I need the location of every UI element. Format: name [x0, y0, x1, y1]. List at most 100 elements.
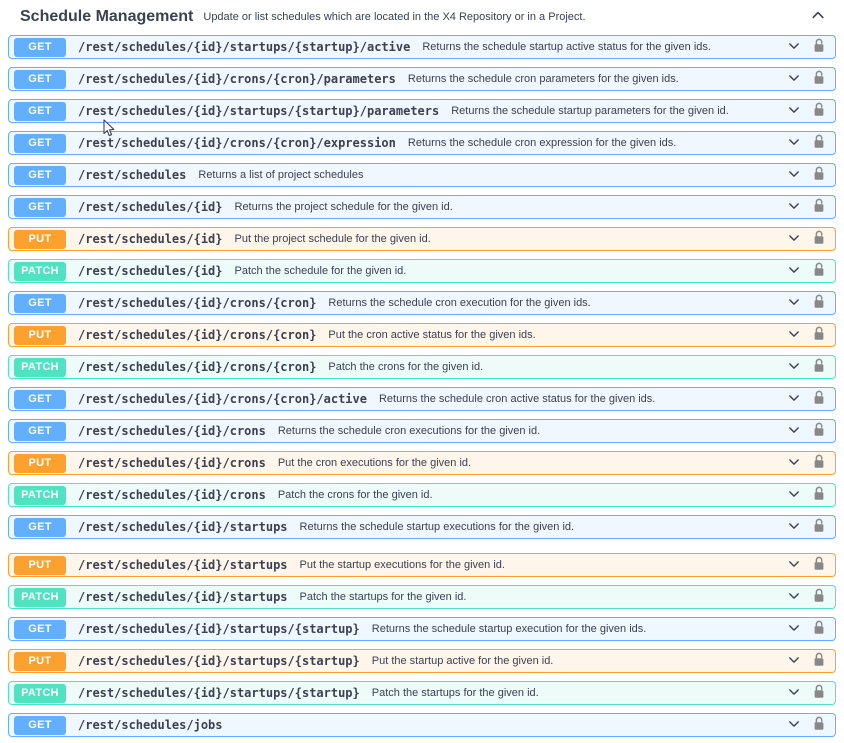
expand-operation-button[interactable]: [787, 231, 801, 248]
endpoint-description: Patch the crons for the given id.: [328, 361, 484, 373]
expand-operation-button[interactable]: [787, 589, 801, 606]
expand-operation-button[interactable]: [787, 653, 801, 670]
expand-operation-button[interactable]: [787, 295, 801, 312]
collapse-section-button[interactable]: [804, 5, 832, 28]
operation-row[interactable]: PATCH /rest/schedules/{id}/crons Patch t…: [8, 483, 836, 507]
expand-operation-button[interactable]: [787, 519, 801, 536]
method-badge: PATCH: [14, 683, 66, 703]
operation-row[interactable]: GET /rest/schedules/{id}/crons/{cron}/pa…: [8, 67, 836, 91]
method-badge: PATCH: [14, 485, 66, 505]
chevron-down-icon: [787, 71, 801, 88]
expand-operation-button[interactable]: [787, 135, 801, 152]
operation-row[interactable]: GET /rest/schedules/{id}/startups Return…: [8, 515, 836, 539]
chevron-up-icon: [810, 7, 826, 26]
auth-lock-button[interactable]: [813, 684, 825, 702]
section-header[interactable]: Schedule Management Update or list sched…: [0, 0, 844, 35]
section-description: Update or list schedules which are locat…: [203, 10, 586, 23]
auth-lock-button[interactable]: [813, 262, 825, 280]
expand-operation-button[interactable]: [787, 455, 801, 472]
unlocked-padlock-icon: [813, 716, 825, 734]
row-actions: [787, 454, 825, 472]
auth-lock-button[interactable]: [813, 294, 825, 312]
operation-row[interactable]: PUT /rest/schedules/{id}/crons Put the c…: [8, 451, 836, 475]
endpoint-description: Returns the schedule startup parameters …: [451, 105, 729, 117]
operation-row[interactable]: GET /rest/schedules/{id}/crons Returns t…: [8, 419, 836, 443]
chevron-down-icon: [787, 717, 801, 734]
row-actions: [787, 294, 825, 312]
auth-lock-button[interactable]: [813, 198, 825, 216]
operation-row[interactable]: GET /rest/schedules/{id}/startups/{start…: [8, 617, 836, 641]
auth-lock-button[interactable]: [813, 422, 825, 440]
operation-row[interactable]: PUT /rest/schedules/{id}/startups Put th…: [8, 553, 836, 577]
endpoint-path: /rest/schedules/{id}/startups: [78, 558, 288, 572]
operation-row[interactable]: GET /rest/schedules Returns a list of pr…: [8, 163, 836, 187]
expand-operation-button[interactable]: [787, 621, 801, 638]
chevron-down-icon: [787, 455, 801, 472]
endpoint-description: Put the cron active status for the given…: [328, 329, 536, 341]
operation-row[interactable]: PUT /rest/schedules/{id} Put the project…: [8, 227, 836, 251]
expand-operation-button[interactable]: [787, 199, 801, 216]
operation-row[interactable]: PUT /rest/schedules/{id}/startups/{start…: [8, 649, 836, 673]
auth-lock-button[interactable]: [813, 716, 825, 734]
endpoint-description: Put the startup executions for the given…: [299, 559, 505, 571]
auth-lock-button[interactable]: [813, 38, 825, 56]
expand-operation-button[interactable]: [787, 685, 801, 702]
expand-operation-button[interactable]: [787, 359, 801, 376]
unlocked-padlock-icon: [813, 230, 825, 248]
operation-row[interactable]: PUT /rest/schedules/{id}/crons/{cron} Pu…: [8, 323, 836, 347]
endpoint-path: /rest/schedules/{id}/startups/{startup}/…: [78, 40, 411, 54]
auth-lock-button[interactable]: [813, 620, 825, 638]
expand-operation-button[interactable]: [787, 487, 801, 504]
auth-lock-button[interactable]: [813, 358, 825, 376]
expand-operation-button[interactable]: [787, 71, 801, 88]
auth-lock-button[interactable]: [813, 486, 825, 504]
chevron-down-icon: [787, 359, 801, 376]
auth-lock-button[interactable]: [813, 556, 825, 574]
operation-row[interactable]: GET /rest/schedules/{id}/startups/{start…: [8, 35, 836, 59]
operation-row[interactable]: PATCH /rest/schedules/{id}/startups Patc…: [8, 585, 836, 609]
operation-row[interactable]: GET /rest/schedules/{id}/crons/{cron} Re…: [8, 291, 836, 315]
expand-operation-button[interactable]: [787, 263, 801, 280]
expand-operation-button[interactable]: [787, 717, 801, 734]
chevron-down-icon: [787, 231, 801, 248]
endpoint-path: /rest/schedules/{id}: [78, 264, 223, 278]
unlocked-padlock-icon: [813, 620, 825, 638]
row-actions: [787, 588, 825, 606]
endpoint-path: /rest/schedules/{id}/crons/{cron}/active: [78, 392, 367, 406]
operation-row[interactable]: PATCH /rest/schedules/{id}/startups/{sta…: [8, 681, 836, 705]
method-badge: PUT: [14, 229, 66, 249]
expand-operation-button[interactable]: [787, 39, 801, 56]
auth-lock-button[interactable]: [813, 390, 825, 408]
auth-lock-button[interactable]: [813, 134, 825, 152]
auth-lock-button[interactable]: [813, 326, 825, 344]
auth-lock-button[interactable]: [813, 652, 825, 670]
auth-lock-button[interactable]: [813, 518, 825, 536]
expand-operation-button[interactable]: [787, 103, 801, 120]
endpoint-description: Patch the schedule for the given id.: [234, 265, 407, 277]
auth-lock-button[interactable]: [813, 70, 825, 88]
operation-row[interactable]: PATCH /rest/schedules/{id}/crons/{cron} …: [8, 355, 836, 379]
expand-operation-button[interactable]: [787, 327, 801, 344]
auth-lock-button[interactable]: [813, 102, 825, 120]
expand-operation-button[interactable]: [787, 423, 801, 440]
operation-row[interactable]: GET /rest/schedules/{id} Returns the pro…: [8, 195, 836, 219]
operation-row[interactable]: GET /rest/schedules/{id}/crons/{cron}/ex…: [8, 131, 836, 155]
auth-lock-button[interactable]: [813, 588, 825, 606]
operation-row[interactable]: GET /rest/schedules/jobs: [8, 713, 836, 737]
operation-row[interactable]: PATCH /rest/schedules/{id} Patch the sch…: [8, 259, 836, 283]
method-badge: PUT: [14, 555, 66, 575]
endpoint-description: Returns the schedule startup execution f…: [371, 623, 647, 635]
endpoint-description: Put the project schedule for the given i…: [234, 233, 431, 245]
endpoint-path: /rest/schedules/{id}/crons/{cron}/parame…: [78, 72, 396, 86]
operation-row[interactable]: GET /rest/schedules/{id}/crons/{cron}/ac…: [8, 387, 836, 411]
auth-lock-button[interactable]: [813, 230, 825, 248]
expand-operation-button[interactable]: [787, 167, 801, 184]
row-actions: [787, 518, 825, 536]
auth-lock-button[interactable]: [813, 454, 825, 472]
operation-row[interactable]: GET /rest/schedules/{id}/startups/{start…: [8, 99, 836, 123]
expand-operation-button[interactable]: [787, 391, 801, 408]
method-badge: PATCH: [14, 261, 66, 281]
endpoint-path: /rest/schedules/{id}/startups: [78, 590, 288, 604]
auth-lock-button[interactable]: [813, 166, 825, 184]
expand-operation-button[interactable]: [787, 557, 801, 574]
